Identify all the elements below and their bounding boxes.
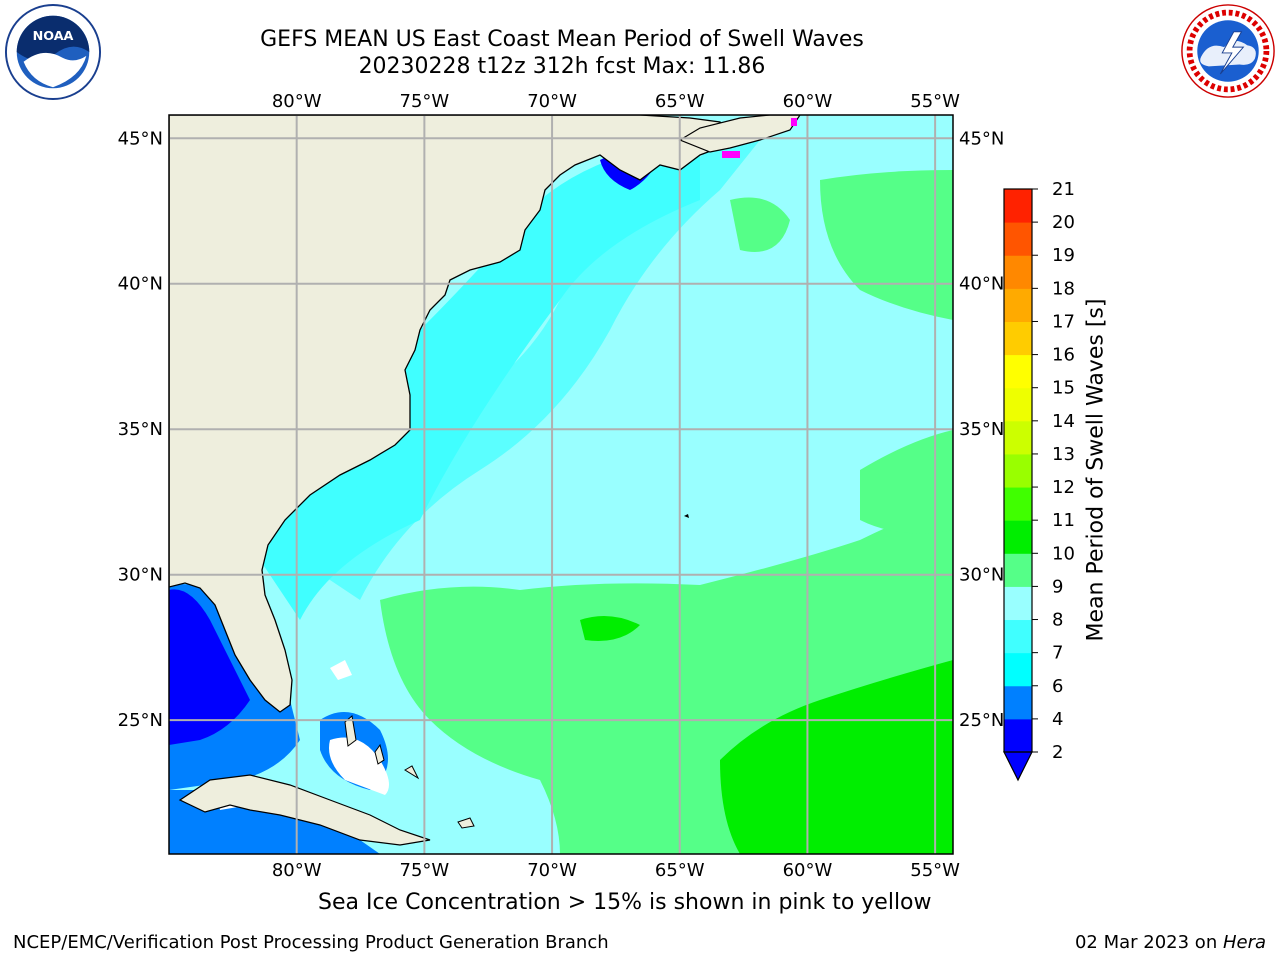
lon-label-top: 55°W bbox=[910, 91, 960, 112]
sea-ice-patch bbox=[791, 118, 797, 126]
lon-label-top: 80°W bbox=[272, 91, 322, 112]
colorbar-segment bbox=[1004, 255, 1032, 289]
lon-label-bottom: 70°W bbox=[527, 860, 577, 881]
lat-label-right: 40°N bbox=[959, 274, 1004, 295]
lat-label-right: 25°N bbox=[959, 710, 1004, 731]
colorbar-segment bbox=[1004, 453, 1032, 488]
colorbar-segment bbox=[1004, 420, 1032, 455]
lat-label-left: 40°N bbox=[118, 274, 163, 295]
lon-label-top: 60°W bbox=[783, 91, 833, 112]
colorbar-extend-triangle bbox=[1003, 751, 1033, 782]
colorbar-tick-label: 18 bbox=[1052, 278, 1075, 299]
lon-label-top: 75°W bbox=[400, 91, 450, 112]
lon-label-bottom: 65°W bbox=[655, 860, 705, 881]
colorbar-segment bbox=[1004, 189, 1032, 223]
lon-label-top: 70°W bbox=[527, 91, 577, 112]
colorbar-segment bbox=[1004, 718, 1032, 753]
colorbar-tick-label: 14 bbox=[1052, 411, 1075, 432]
sea-ice-patch bbox=[722, 151, 740, 158]
land-north-america bbox=[169, 115, 742, 713]
colorbar-segment bbox=[1004, 586, 1032, 621]
map-frame bbox=[168, 114, 954, 855]
colorbar-segment bbox=[1004, 652, 1032, 687]
chart-subtitle: 20230228 t12z 312h fcst Max: 11.86 bbox=[358, 54, 766, 79]
lat-label-right: 30°N bbox=[959, 565, 1004, 586]
colorbar-frame bbox=[1003, 188, 1033, 753]
colorbar-tick-label: 15 bbox=[1052, 378, 1075, 399]
footer-host: Hera bbox=[1222, 932, 1266, 953]
colorbar: 2 4 6 7 8 9 10 11 12 13 14 15 16 17 18 19 20 21 bbox=[1003, 179, 1075, 782]
colorbar-segment bbox=[1004, 222, 1032, 256]
nws-logo bbox=[1181, 4, 1275, 98]
colorbar-tick-label: 11 bbox=[1052, 510, 1075, 531]
colorbar-segment bbox=[1004, 387, 1032, 422]
lon-label-bottom: 75°W bbox=[400, 860, 450, 881]
colorbar-tick-label: 4 bbox=[1052, 709, 1063, 730]
colorbar-tick-label: 6 bbox=[1052, 676, 1063, 697]
colorbar-title: Mean Period of Swell Waves [s] bbox=[1083, 298, 1109, 642]
lon-label-top: 65°W bbox=[655, 91, 705, 112]
lat-label-left: 45°N bbox=[118, 128, 163, 149]
colorbar-tick-label: 10 bbox=[1052, 543, 1075, 564]
colorbar-tick-label: 16 bbox=[1052, 345, 1075, 366]
noaa-logo: NOAA bbox=[4, 3, 102, 101]
lat-label-left: 25°N bbox=[118, 710, 163, 731]
colorbar-tick-label: 8 bbox=[1052, 610, 1063, 631]
lat-label-right: 45°N bbox=[959, 128, 1004, 149]
colorbar-tick-label: 13 bbox=[1052, 444, 1075, 465]
lat-label-left: 30°N bbox=[118, 565, 163, 586]
colorbar-tick-label: 7 bbox=[1052, 643, 1063, 664]
svg-text:NOAA: NOAA bbox=[33, 29, 74, 44]
colorbar-segment bbox=[1004, 321, 1032, 356]
colorbar-segment bbox=[1004, 487, 1032, 521]
footer-credit: NCEP/EMC/Verification Post Processing Pr… bbox=[13, 932, 609, 953]
lat-label-left: 35°N bbox=[118, 419, 163, 440]
land-cuba bbox=[178, 774, 431, 846]
colorbar-tick-label: 20 bbox=[1052, 212, 1075, 233]
footer-date-text: 02 Mar 2023 on bbox=[1074, 932, 1223, 953]
map-gridlines bbox=[169, 115, 953, 854]
colorbar-tick-label: 19 bbox=[1052, 245, 1075, 266]
colorbar-tick-label: 12 bbox=[1052, 477, 1075, 498]
colorbar-segment bbox=[1004, 354, 1032, 389]
lon-label-bottom: 80°W bbox=[272, 860, 322, 881]
sea-ice-note: Sea Ice Concentration > 15% is shown in … bbox=[318, 890, 932, 915]
colorbar-segment bbox=[1004, 553, 1032, 587]
colorbar-tick-label: 2 bbox=[1052, 742, 1063, 763]
lat-label-right: 35°N bbox=[959, 419, 1004, 440]
colorbar-segment bbox=[1004, 288, 1032, 322]
colorbar-tick-label: 9 bbox=[1052, 576, 1063, 597]
map-tick-labels: 80°W 80°W 75°W 75°W 70°W 70°W 65°W 65°W 60°W 60°W… bbox=[118, 91, 1005, 881]
map-panel bbox=[169, 115, 953, 854]
colorbar-segment bbox=[1004, 619, 1032, 654]
colorbar-tick-label: 17 bbox=[1052, 311, 1075, 332]
chart-title: GEFS MEAN US East Coast Mean Period of S… bbox=[260, 27, 864, 52]
colorbar-tick-label: 21 bbox=[1052, 179, 1075, 200]
colorbar-segment bbox=[1004, 685, 1032, 720]
lon-label-bottom: 60°W bbox=[783, 860, 833, 881]
lon-label-bottom: 55°W bbox=[910, 860, 960, 881]
footer-date: 02 Mar 2023 on Hera bbox=[1075, 932, 1266, 953]
colorbar-segment bbox=[1004, 520, 1032, 554]
